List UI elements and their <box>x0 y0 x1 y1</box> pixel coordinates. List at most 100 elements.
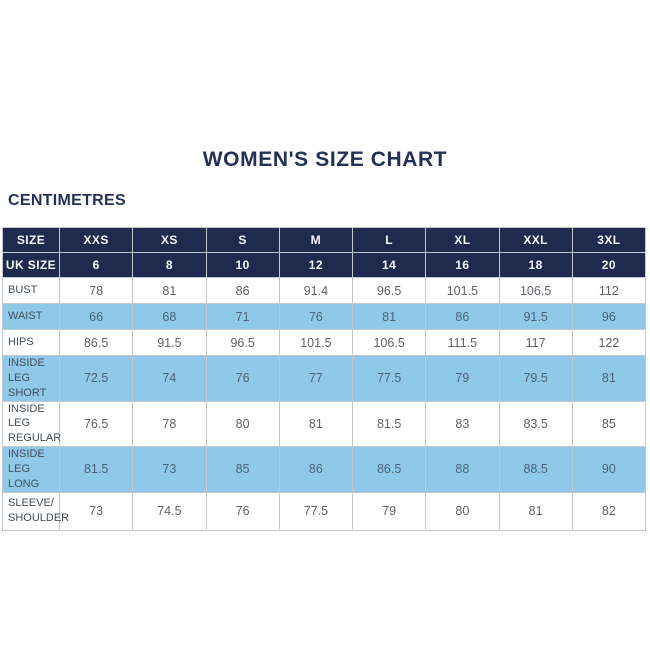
size-value-cell: 81.5 <box>58 446 134 493</box>
column-header-uk-size: UK SIZE <box>2 252 60 278</box>
size-value-cell: 72.5 <box>58 355 134 402</box>
column-header: XXL <box>498 227 573 253</box>
size-value-cell: 91.5 <box>132 329 207 356</box>
column-header: 14 <box>351 252 427 278</box>
size-value-cell: 91.4 <box>278 277 354 304</box>
column-header: L <box>351 227 427 253</box>
table-header: SIZE XXS XS S M L XL XXL 3XL UK SIZE 6 8… <box>2 227 647 278</box>
column-header: M <box>278 227 354 253</box>
size-value-cell: 122 <box>571 329 647 356</box>
row-label-line: WAIST <box>8 310 43 323</box>
size-value-cell: 80 <box>425 491 500 531</box>
size-value-cell: 101.5 <box>278 329 354 356</box>
table-row-bust: BUST 78 81 86 91.4 96.5 101.5 106.5 112 <box>2 277 647 304</box>
size-value-cell: 86.5 <box>351 446 427 493</box>
column-header-size: SIZE <box>2 227 60 253</box>
row-label: BUST <box>2 277 60 304</box>
row-label-line: SHORT <box>8 386 47 399</box>
row-label: SLEEVE/ SHOULDER <box>2 491 70 531</box>
size-value-cell: 86.5 <box>58 329 134 356</box>
table-row-hips: HIPS 86.5 91.5 96.5 101.5 106.5 111.5 11… <box>2 329 647 356</box>
size-value-cell: 79 <box>351 491 427 531</box>
size-value-cell: 81 <box>132 277 207 304</box>
column-header: 16 <box>425 252 500 278</box>
size-value-cell: 78 <box>58 277 134 304</box>
table-row-inside-leg-regular: INSIDE LEG REGULAR 76.5 78 80 81 81.5 83… <box>2 400 647 448</box>
size-chart-table: SIZE XXS XS S M L XL XXL 3XL UK SIZE 6 8… <box>2 227 647 531</box>
column-header: 12 <box>278 252 354 278</box>
size-value-cell: 77.5 <box>351 355 427 402</box>
row-label: HIPS <box>2 329 60 356</box>
size-value-cell: 79.5 <box>498 355 573 402</box>
table-body: BUST 78 81 86 91.4 96.5 101.5 106.5 112 … <box>2 277 647 531</box>
column-header: 18 <box>498 252 573 278</box>
size-value-cell: 74 <box>132 355 207 402</box>
size-value-cell: 71 <box>205 303 280 330</box>
size-value-cell: 106.5 <box>351 329 427 356</box>
size-value-cell: 90 <box>571 446 647 493</box>
size-value-cell: 81 <box>351 303 427 330</box>
size-value-cell: 83.5 <box>498 400 573 448</box>
size-value-cell: 78 <box>132 400 207 448</box>
size-value-cell: 85 <box>205 446 280 493</box>
row-label: INSIDE LEG REGULAR <box>2 400 62 448</box>
size-value-cell: 74.5 <box>132 491 207 531</box>
row-label-line: SLEEVE/ <box>8 497 54 510</box>
row-label-line: HIPS <box>8 336 34 349</box>
size-value-cell: 81 <box>571 355 647 402</box>
size-value-cell: 76 <box>278 303 354 330</box>
column-header: 20 <box>571 252 647 278</box>
size-value-cell: 112 <box>571 277 647 304</box>
size-value-cell: 86 <box>425 303 500 330</box>
unit-label: CENTIMETRES <box>8 192 126 209</box>
size-value-cell: 88.5 <box>498 446 573 493</box>
size-value-cell: 96.5 <box>205 329 280 356</box>
column-header: XL <box>425 227 500 253</box>
table-header-row-uk-size: UK SIZE 6 8 10 12 14 16 18 20 <box>2 252 647 278</box>
size-value-cell: 81 <box>278 400 354 448</box>
table-row-sleeve-shoulder: SLEEVE/ SHOULDER 73 74.5 76 77.5 79 80 8… <box>2 491 647 531</box>
size-value-cell: 86 <box>278 446 354 493</box>
row-label-line: LONG <box>8 477 40 490</box>
size-value-cell: 81.5 <box>351 400 427 448</box>
row-label-line: INSIDE LEG <box>8 448 45 475</box>
size-value-cell: 73 <box>132 446 207 493</box>
size-value-cell: 73 <box>58 491 134 531</box>
table-row-inside-leg-short: INSIDE LEG SHORT 72.5 74 76 77 77.5 79 7… <box>2 355 647 402</box>
size-value-cell: 106.5 <box>498 277 573 304</box>
size-value-cell: 101.5 <box>425 277 500 304</box>
size-value-cell: 77.5 <box>278 491 354 531</box>
column-header: XS <box>132 227 207 253</box>
size-value-cell: 68 <box>132 303 207 330</box>
row-label: INSIDE LEG SHORT <box>2 355 60 402</box>
row-label-line: SHOULDER <box>8 512 70 525</box>
size-value-cell: 83 <box>425 400 500 448</box>
row-label-line: BUST <box>8 284 38 297</box>
size-value-cell: 66 <box>58 303 134 330</box>
size-value-cell: 76 <box>205 491 280 531</box>
column-header: XXS <box>58 227 134 253</box>
size-value-cell: 76.5 <box>58 400 134 448</box>
size-value-cell: 85 <box>571 400 647 448</box>
size-value-cell: 117 <box>498 329 573 356</box>
size-value-cell: 111.5 <box>425 329 500 356</box>
size-value-cell: 81 <box>498 491 573 531</box>
row-label-line: REGULAR <box>8 432 62 445</box>
table-header-row-size: SIZE XXS XS S M L XL XXL 3XL <box>2 227 647 253</box>
column-header: S <box>205 227 280 253</box>
column-header: 10 <box>205 252 280 278</box>
row-label-line: INSIDE LEG <box>8 402 45 430</box>
size-value-cell: 86 <box>205 277 280 304</box>
page-title: WOMEN'S SIZE CHART <box>202 148 448 171</box>
table-row-inside-leg-long: INSIDE LEG LONG 81.5 73 85 86 86.5 88 88… <box>2 446 647 493</box>
column-header: 6 <box>58 252 134 278</box>
table-row-waist: WAIST 66 68 71 76 81 86 91.5 96 <box>2 303 647 330</box>
size-value-cell: 82 <box>571 491 647 531</box>
size-value-cell: 79 <box>425 355 500 402</box>
size-value-cell: 88 <box>425 446 500 493</box>
row-label: WAIST <box>2 303 60 330</box>
size-value-cell: 77 <box>278 355 354 402</box>
size-value-cell: 91.5 <box>498 303 573 330</box>
size-value-cell: 76 <box>205 355 280 402</box>
